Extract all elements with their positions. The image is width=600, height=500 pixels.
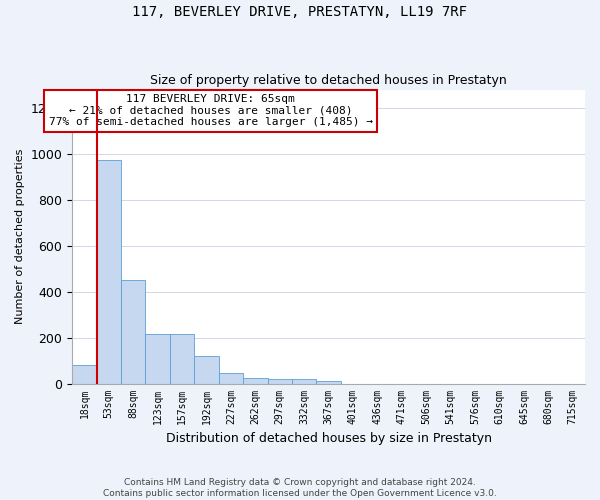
X-axis label: Distribution of detached houses by size in Prestatyn: Distribution of detached houses by size … bbox=[166, 432, 491, 445]
Bar bbox=[72, 365, 97, 384]
Y-axis label: Number of detached properties: Number of detached properties bbox=[15, 149, 25, 324]
Bar bbox=[145, 334, 170, 384]
Title: Size of property relative to detached houses in Prestatyn: Size of property relative to detached ho… bbox=[150, 74, 507, 87]
Bar bbox=[316, 380, 341, 384]
Text: 117 BEVERLEY DRIVE: 65sqm
← 21% of detached houses are smaller (408)
77% of semi: 117 BEVERLEY DRIVE: 65sqm ← 21% of detac… bbox=[49, 94, 373, 127]
Bar bbox=[170, 334, 194, 384]
Bar bbox=[268, 378, 292, 384]
Bar bbox=[243, 378, 268, 384]
Bar bbox=[218, 373, 243, 384]
Bar bbox=[292, 379, 316, 384]
Bar bbox=[121, 280, 145, 384]
Bar bbox=[97, 160, 121, 384]
Text: Contains HM Land Registry data © Crown copyright and database right 2024.
Contai: Contains HM Land Registry data © Crown c… bbox=[103, 478, 497, 498]
Text: 117, BEVERLEY DRIVE, PRESTATYN, LL19 7RF: 117, BEVERLEY DRIVE, PRESTATYN, LL19 7RF bbox=[133, 5, 467, 19]
Bar bbox=[194, 356, 218, 384]
